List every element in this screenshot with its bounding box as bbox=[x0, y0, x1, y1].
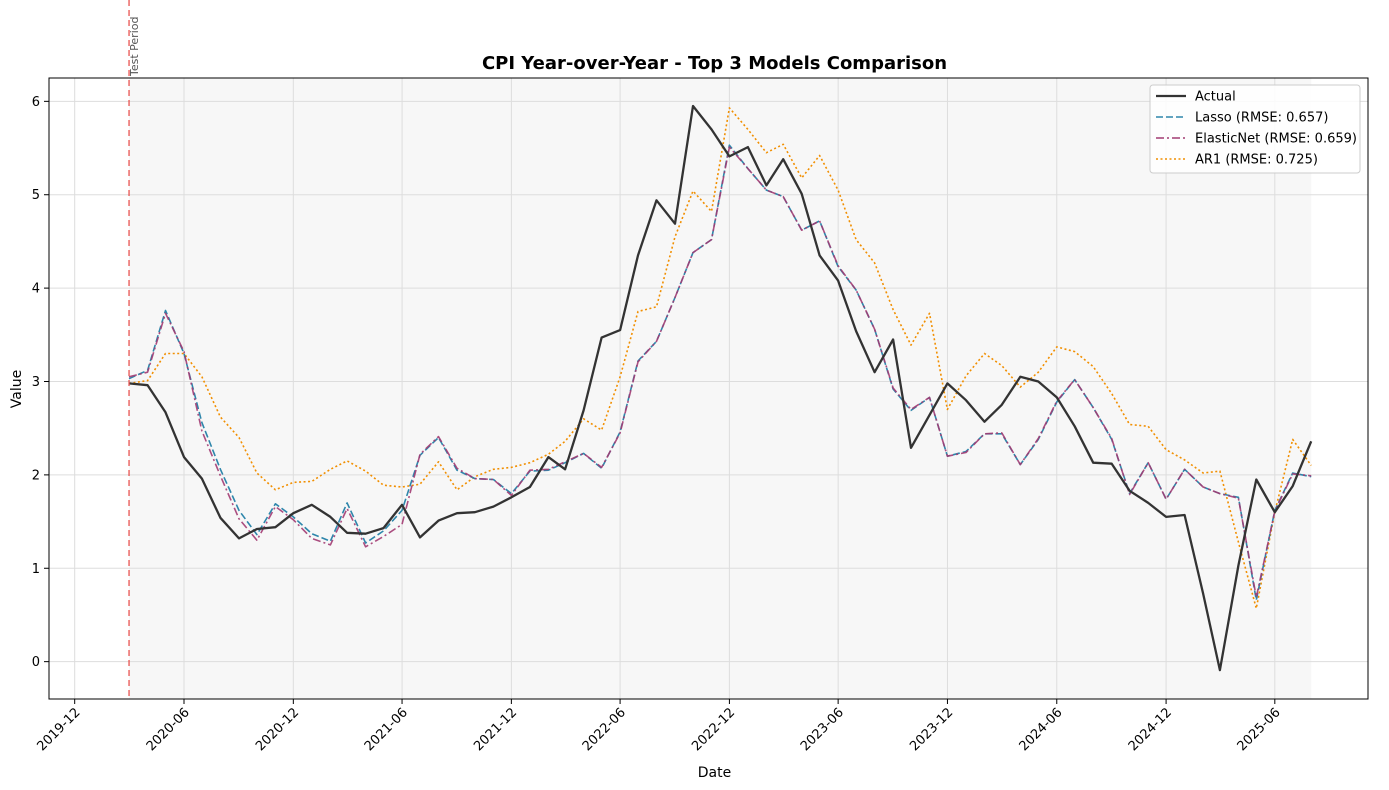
y-tick-label: 1 bbox=[32, 562, 40, 577]
series-line-3 bbox=[128, 107, 1312, 610]
x-tick-label: 2021-12 bbox=[471, 705, 520, 754]
test-period-shading bbox=[129, 78, 1312, 699]
y-tick-label: 5 bbox=[32, 188, 40, 203]
plot-area bbox=[48, 77, 1369, 700]
series-line-0 bbox=[128, 104, 1313, 672]
chart-title: CPI Year-over-Year - Top 3 Models Compar… bbox=[482, 53, 947, 74]
legend: Actual Lasso (RMSE: 0.657) ElasticNet (RMS… bbox=[1149, 84, 1361, 174]
legend-label-3: AR1 (RMSE: 0.725) bbox=[1195, 153, 1318, 168]
y-tick-label: 6 bbox=[32, 95, 40, 110]
x-tick-label: 2025-06 bbox=[1235, 705, 1284, 754]
legend-label-0: Actual bbox=[1195, 90, 1236, 105]
x-tick-label: 2022-06 bbox=[580, 705, 629, 754]
series-line-2 bbox=[128, 146, 1312, 599]
x-tick-label: 2024-12 bbox=[1126, 705, 1175, 754]
x-tick-label: 2021-06 bbox=[362, 705, 411, 754]
grid-lines bbox=[49, 78, 1368, 699]
y-axis-title: Value bbox=[9, 370, 25, 408]
test-period-label: Test Period bbox=[128, 17, 141, 77]
legend-label-1: Lasso (RMSE: 0.657) bbox=[1195, 111, 1328, 126]
x-axis-title: Date bbox=[698, 765, 731, 781]
x-tick-label: 2022-12 bbox=[689, 705, 738, 754]
y-tick-label: 2 bbox=[32, 468, 40, 483]
x-tick-label: 2020-06 bbox=[144, 705, 193, 754]
x-tick-label: 2023-06 bbox=[798, 705, 847, 754]
x-tick-label: 2019-12 bbox=[34, 705, 83, 754]
x-tick-label: 2024-06 bbox=[1017, 705, 1066, 754]
x-tick-label: 2023-12 bbox=[907, 705, 956, 754]
x-tick-label: 2020-12 bbox=[253, 705, 302, 754]
y-tick-label: 3 bbox=[32, 375, 40, 390]
y-tick-label: 4 bbox=[32, 282, 40, 297]
legend-label-2: ElasticNet (RMSE: 0.659) bbox=[1195, 132, 1357, 147]
series-lines bbox=[128, 104, 1313, 672]
legend-box bbox=[1149, 84, 1361, 174]
y-tick-label: 0 bbox=[32, 655, 40, 670]
